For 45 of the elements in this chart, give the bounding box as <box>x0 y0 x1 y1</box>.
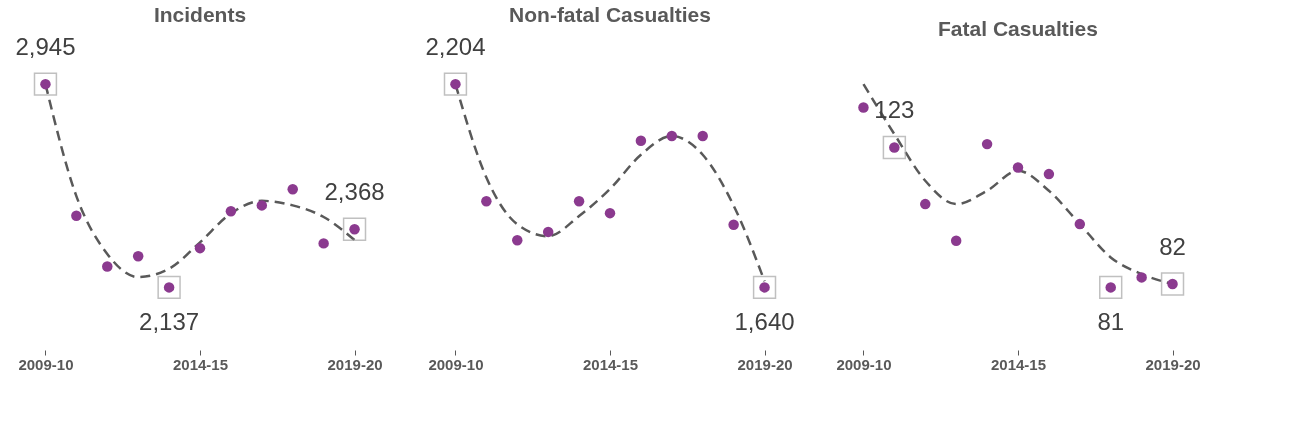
point <box>920 198 931 210</box>
data-label: 2,204 <box>425 33 486 61</box>
point <box>256 200 268 211</box>
data-label: 2,368 <box>324 178 385 206</box>
data-label: 82 <box>1159 233 1186 261</box>
data-label: 2,945 <box>15 33 76 61</box>
point <box>1136 272 1147 283</box>
chart-title: Incidents <box>153 3 247 27</box>
data-label: 123 <box>874 96 915 124</box>
data-label: 81 <box>1097 308 1125 336</box>
point <box>318 238 329 249</box>
chart-title: Fatal Casualties <box>938 17 1098 40</box>
point <box>287 184 298 195</box>
point <box>481 196 492 207</box>
point <box>194 242 206 254</box>
chart-title: Non-fatal Casualties <box>509 3 711 27</box>
point <box>512 234 523 246</box>
point <box>635 135 647 146</box>
point <box>858 102 869 113</box>
point <box>728 219 739 230</box>
point <box>225 205 237 217</box>
x-tick-label: 2019-20 <box>327 355 383 373</box>
x-tick-label: 2009-10 <box>428 355 484 373</box>
x-tick-label: 2014-15 <box>990 355 1047 373</box>
point <box>1012 162 1024 173</box>
point <box>1043 168 1055 180</box>
point <box>542 226 554 238</box>
data-label: 1,640 <box>734 308 795 336</box>
x-tick-label: 2009-10 <box>18 355 74 373</box>
data-label: 2,137 <box>139 308 200 336</box>
x-tick-label: 2019-20 <box>737 355 793 373</box>
point <box>604 207 616 219</box>
point <box>573 196 585 207</box>
point <box>666 130 678 142</box>
point <box>950 235 962 246</box>
x-tick-label: 2014-15 <box>172 355 229 373</box>
x-tick-label: 2019-20 <box>1145 355 1201 373</box>
point <box>132 250 144 262</box>
point <box>981 138 993 150</box>
x-tick-label: 2009-10 <box>836 355 892 373</box>
point <box>102 261 113 272</box>
x-tick-label: 2014-15 <box>582 355 639 373</box>
point <box>1074 218 1086 230</box>
point <box>697 130 708 142</box>
point <box>71 210 82 221</box>
